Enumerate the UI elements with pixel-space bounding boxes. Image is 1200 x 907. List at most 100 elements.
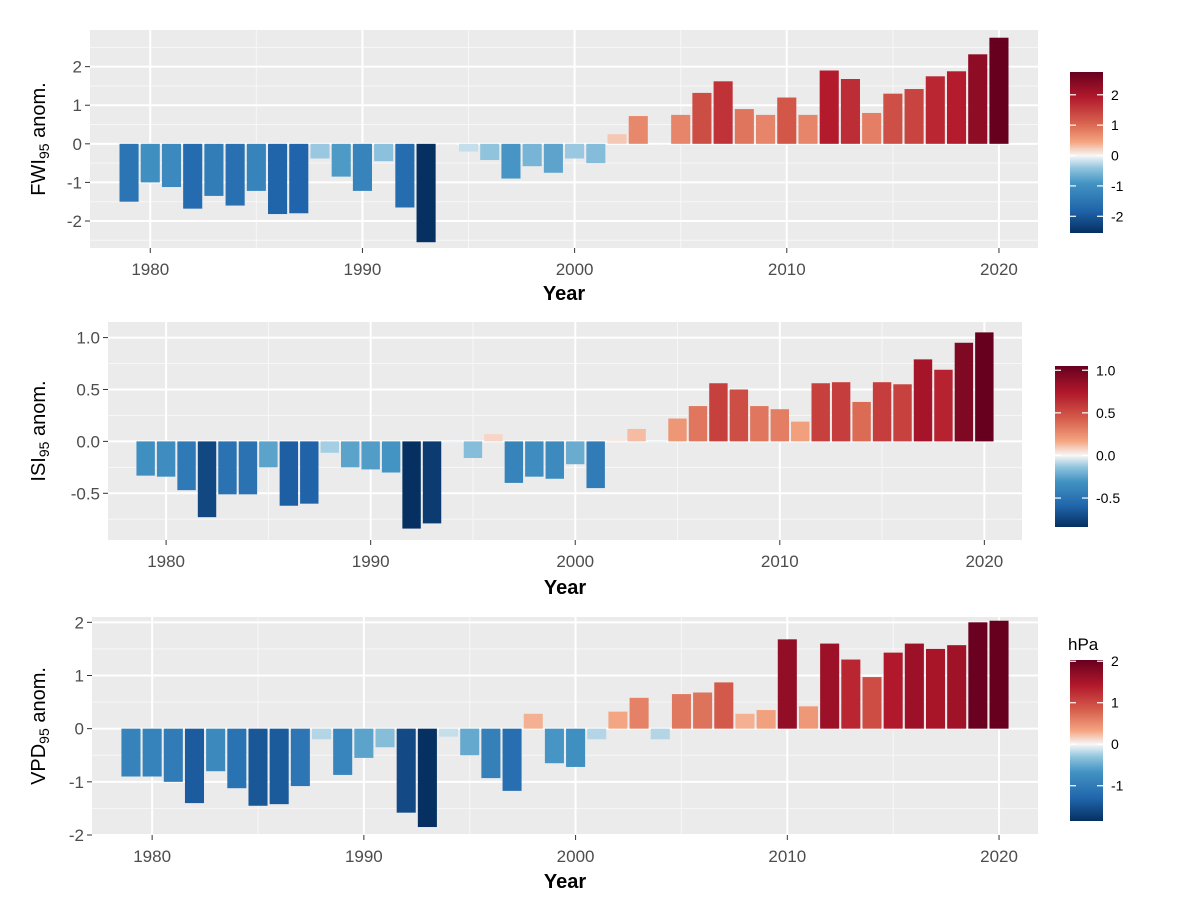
bar-2002 bbox=[608, 711, 628, 729]
bar-2007 bbox=[709, 383, 728, 442]
bar-2004 bbox=[649, 143, 670, 145]
bar-2019 bbox=[954, 342, 974, 442]
bar-2007 bbox=[713, 81, 733, 144]
bar-2013 bbox=[831, 382, 851, 442]
bar-2020 bbox=[989, 37, 1009, 144]
bar-1995 bbox=[458, 143, 479, 152]
bar-2008 bbox=[734, 109, 754, 144]
y-axis-title-suffix: anom. bbox=[28, 667, 50, 728]
bar-2019 bbox=[968, 54, 988, 144]
bar-1994 bbox=[443, 441, 462, 444]
y-tick-label: -0.5 bbox=[71, 484, 100, 503]
bar-2005 bbox=[668, 418, 687, 442]
y-tick-label: 2 bbox=[73, 58, 82, 77]
y-tick-label: -1 bbox=[67, 173, 82, 192]
bar-2014 bbox=[862, 677, 882, 729]
bar-1979 bbox=[136, 441, 155, 476]
bar-1980 bbox=[156, 441, 176, 477]
x-tick-label: 2000 bbox=[557, 847, 595, 866]
bar-1985 bbox=[248, 728, 268, 806]
bar-2011 bbox=[798, 114, 818, 144]
x-tick-label: 2020 bbox=[980, 847, 1018, 866]
bar-1997 bbox=[504, 441, 524, 483]
legend-label: -1 bbox=[1111, 778, 1124, 794]
bar-1999 bbox=[543, 143, 563, 173]
chart-panel-1: 2 1 0 -1 -2 1980 1990 2000 2010 2020 Year FWI95 ano… bbox=[28, 30, 1124, 305]
y-tick-label: 1 bbox=[75, 666, 84, 685]
bar-2014 bbox=[852, 401, 871, 442]
bar-2018 bbox=[947, 645, 967, 729]
bar-1988 bbox=[320, 441, 339, 453]
bar-1982 bbox=[197, 441, 217, 518]
bar-1995 bbox=[463, 441, 483, 458]
bar-1987 bbox=[300, 441, 319, 504]
legend-label: 0 bbox=[1111, 736, 1119, 752]
colorbar bbox=[1055, 366, 1088, 527]
x-axis-title: Year bbox=[543, 283, 585, 305]
bar-1994 bbox=[439, 728, 459, 737]
y-axis-title-subscript: 95 bbox=[36, 728, 52, 744]
bar-2002 bbox=[607, 134, 627, 144]
bar-1988 bbox=[310, 143, 330, 159]
bar-2006 bbox=[692, 92, 712, 144]
bar-2012 bbox=[819, 70, 839, 144]
x-tick-label: 1980 bbox=[131, 260, 169, 279]
legend-label: 1.0 bbox=[1096, 362, 1116, 378]
bar-1999 bbox=[545, 441, 564, 479]
x-tick-label: 2010 bbox=[768, 847, 806, 866]
chart-panel-3: 2 1 0 -1 -2 1980 1990 2000 2010 2020 Year VPD95 ano… bbox=[28, 613, 1124, 893]
x-tick-label: 2020 bbox=[965, 552, 1003, 571]
bar-1980 bbox=[140, 143, 160, 183]
y-axis-title-main: VPD bbox=[28, 744, 50, 785]
bar-2000 bbox=[566, 441, 585, 465]
x-tick-label: 1990 bbox=[352, 552, 390, 571]
bar-1982 bbox=[183, 143, 203, 209]
bar-1989 bbox=[331, 143, 351, 177]
bar-1991 bbox=[375, 728, 395, 748]
bar-1992 bbox=[395, 143, 415, 208]
bar-2001 bbox=[586, 143, 606, 164]
bar-1981 bbox=[163, 728, 183, 782]
bar-2012 bbox=[820, 643, 840, 729]
bar-2017 bbox=[925, 76, 945, 144]
bar-1992 bbox=[402, 441, 421, 529]
bar-1985 bbox=[259, 441, 278, 468]
bar-1990 bbox=[352, 143, 372, 191]
bar-2011 bbox=[798, 706, 819, 729]
bar-2001 bbox=[586, 441, 605, 489]
bar-1996 bbox=[480, 143, 500, 161]
y-axis-title-suffix: anom. bbox=[28, 82, 50, 143]
legend-label: -2 bbox=[1111, 208, 1124, 224]
x-axis-title: Year bbox=[544, 577, 586, 599]
x-tick-label: 1990 bbox=[345, 847, 383, 866]
y-tick-label: -1 bbox=[69, 773, 84, 792]
bar-1998 bbox=[522, 143, 542, 167]
bar-1979 bbox=[119, 143, 139, 202]
y-axis-title-suffix: anom. bbox=[28, 380, 50, 441]
bar-1979 bbox=[121, 728, 141, 777]
bar-2007 bbox=[714, 682, 734, 729]
bar-1987 bbox=[290, 728, 310, 787]
legend-label: 2 bbox=[1111, 87, 1119, 103]
bar-1989 bbox=[341, 441, 360, 468]
bar-2013 bbox=[840, 79, 860, 144]
legend-label: -1 bbox=[1111, 178, 1124, 194]
bar-2010 bbox=[777, 97, 797, 144]
colorbar bbox=[1070, 72, 1103, 233]
chart-panel-2: 1.0 0.5 0.0 -0.5 1980 1990 2000 2010 2020 Year ISI… bbox=[28, 322, 1120, 599]
y-tick-label: 0.0 bbox=[76, 432, 100, 451]
x-tick-label: 2000 bbox=[556, 552, 594, 571]
bar-1985 bbox=[246, 143, 266, 191]
legend-label: 2 bbox=[1111, 653, 1119, 669]
y-tick-label: 0 bbox=[73, 135, 82, 154]
legend-label: 0.5 bbox=[1096, 405, 1116, 421]
bar-2010 bbox=[770, 409, 789, 442]
bar-1984 bbox=[227, 728, 247, 789]
y-axis-title-subscript: 95 bbox=[36, 143, 52, 159]
bar-2003 bbox=[629, 697, 649, 729]
bar-2006 bbox=[693, 692, 713, 729]
bar-2014 bbox=[862, 112, 882, 144]
colorbar bbox=[1070, 660, 1103, 821]
bar-2009 bbox=[756, 114, 776, 144]
